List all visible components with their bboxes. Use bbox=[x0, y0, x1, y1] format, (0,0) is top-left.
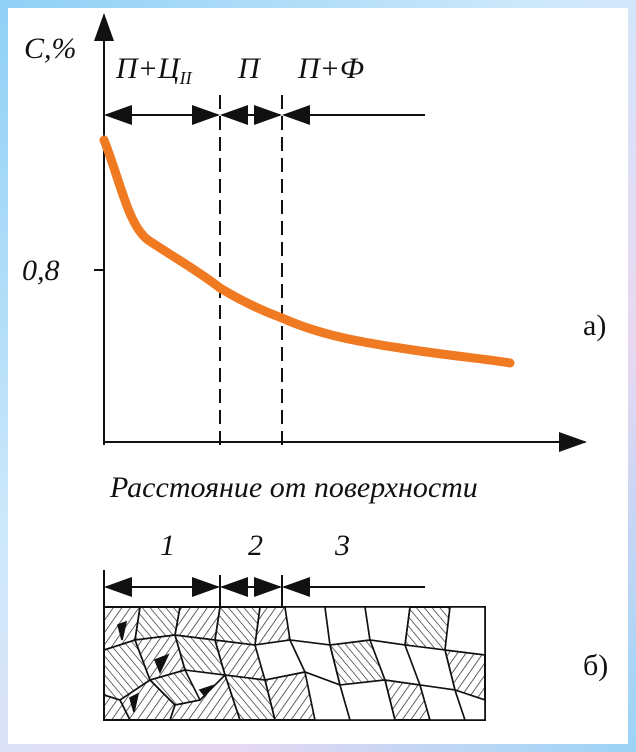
zone-number: 3 bbox=[334, 529, 350, 562]
y-axis-label: С,% bbox=[24, 32, 77, 65]
zone-number: 1 bbox=[160, 529, 175, 562]
diagram: С,% П+ЦII П П+Ф 0,8 а) Расстояние от пов… bbox=[0, 0, 636, 752]
zone-label: П+Ф bbox=[297, 52, 364, 85]
y-tick-label: 0,8 bbox=[22, 254, 60, 287]
panel-label: б) bbox=[583, 649, 608, 682]
panel-label: а) bbox=[583, 309, 606, 342]
x-axis-label: Расстояние от поверхности bbox=[109, 471, 478, 504]
zone-label: П bbox=[237, 52, 262, 85]
page: С,% П+ЦII П П+Ф 0,8 а) Расстояние от пов… bbox=[0, 0, 636, 752]
microstructure bbox=[104, 607, 485, 720]
zone-number: 2 bbox=[248, 529, 263, 562]
